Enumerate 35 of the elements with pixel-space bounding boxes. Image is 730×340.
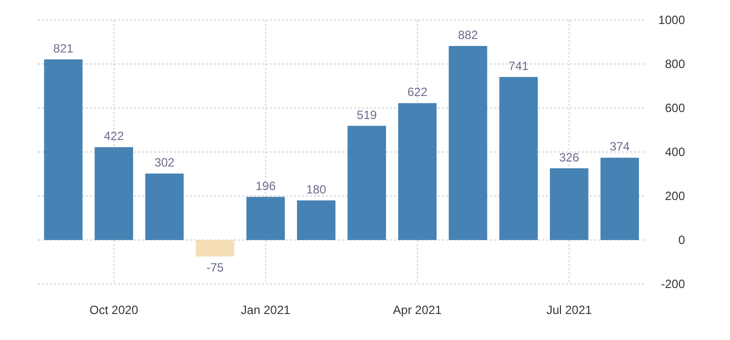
y-tick-label: -200: [660, 277, 686, 291]
data-label: 519: [356, 108, 378, 122]
bar: [550, 168, 588, 240]
y-tick-label: 800: [664, 57, 686, 71]
x-tick-label: Jul 2021: [546, 303, 592, 317]
bar: [296, 200, 336, 240]
bar: [398, 103, 437, 240]
x-tick-label: Apr 2021: [393, 303, 442, 317]
y-tick-label: 400: [664, 145, 686, 159]
y-tick-label: 1000: [658, 13, 686, 27]
bar: [600, 158, 639, 240]
data-label: 180: [306, 182, 327, 196]
x-tick-label: Oct 2020: [90, 303, 139, 317]
data-label: 302: [154, 156, 175, 170]
bar: [348, 126, 386, 240]
bar: [94, 147, 134, 240]
bar: [44, 59, 83, 240]
y-tick-label: 0: [678, 233, 686, 247]
y-tick-label: 600: [664, 101, 686, 115]
data-label: 821: [53, 41, 74, 56]
data-label: 422: [104, 129, 124, 144]
bar: [246, 196, 285, 240]
bar: [196, 240, 234, 256]
data-label: 374: [610, 140, 630, 154]
data-label: 741: [508, 58, 529, 73]
data-label: 326: [559, 150, 580, 164]
data-label: 622: [407, 85, 428, 100]
data-label: 196: [256, 178, 276, 193]
data-label: 882: [458, 28, 478, 42]
bar: [448, 46, 488, 240]
y-tick-label: 200: [664, 189, 686, 203]
bar: [145, 174, 184, 240]
data-label: -75: [206, 260, 224, 274]
x-tick-label: Jan 2021: [240, 303, 291, 317]
bar: [499, 76, 538, 240]
